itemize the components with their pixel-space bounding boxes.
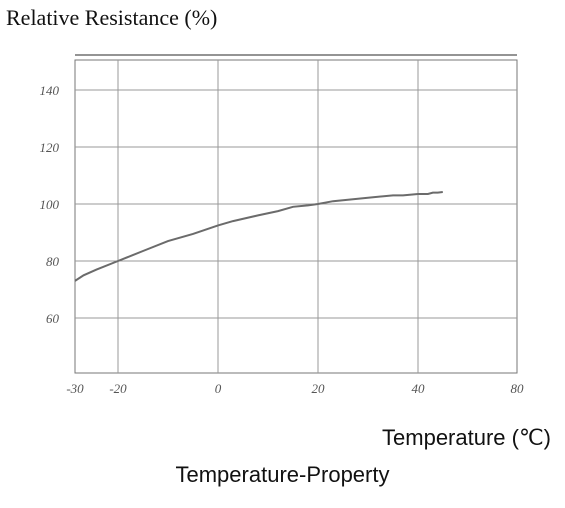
plot-frame [74,59,518,374]
gridlines [75,60,517,373]
y-axis-title: Relative Resistance (%) [6,5,218,30]
chart-title: Temperature-Property [175,462,390,487]
x-tick-label: 80 [511,381,525,396]
y-tick-label: 60 [46,311,60,326]
x-tick-label: 20 [312,381,326,396]
x-tick-label: -20 [109,381,127,396]
y-tick-label: 140 [40,83,60,98]
x-tick-label: 40 [412,381,426,396]
y-tick-label: 80 [46,254,60,269]
resistance-line [74,191,443,282]
x-tick-label: 0 [215,381,222,396]
x-axis-title: Temperature (℃) [382,425,551,450]
x-tick-label: -30 [66,381,84,396]
y-tick-label: 120 [40,140,60,155]
tick-labels: -30 -20 0 20 40 80 60 80 100 120 140 [40,83,525,396]
y-tick-label: 100 [40,197,60,212]
